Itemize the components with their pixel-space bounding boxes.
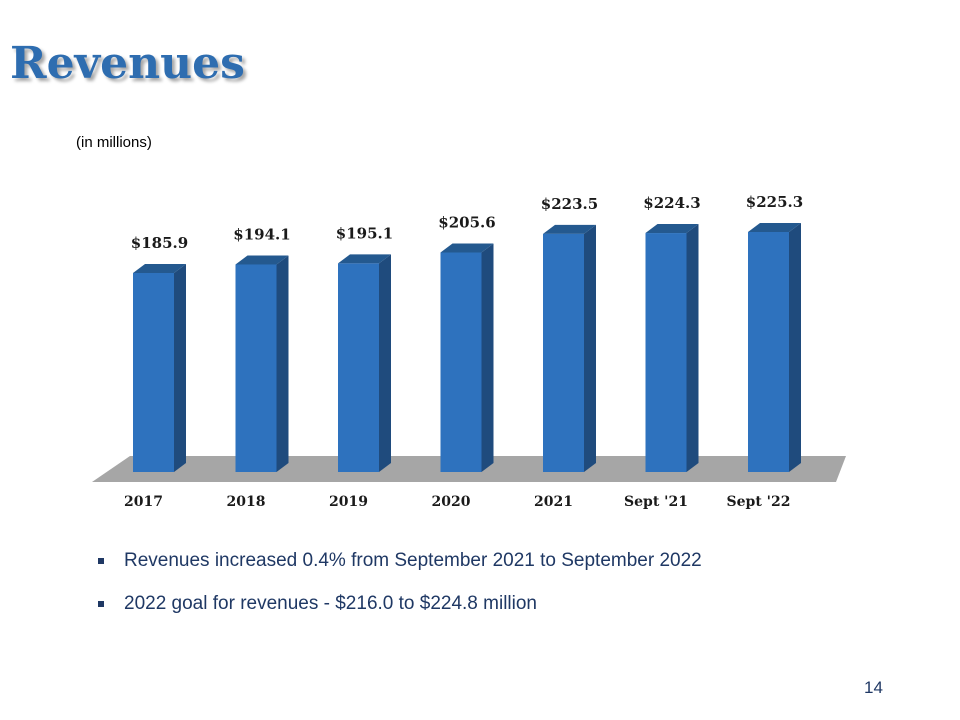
bullet-square-icon [98,601,104,607]
bar-front [543,233,584,472]
bar-side [686,224,699,472]
bar-top [645,224,699,234]
bullet-square-icon [98,558,104,564]
bar-top [133,264,186,273]
category-label: 2021 [534,494,573,510]
value-label: $185.9 [131,234,188,252]
slide-title: Revenues [10,38,245,89]
bar-side [276,255,289,472]
category-label: 2017 [124,494,163,510]
bar-1 [235,255,289,472]
bar-front [748,232,789,472]
bullet-item: Revenues increased 0.4% from September 2… [96,548,702,574]
bar-side [481,243,494,472]
bar-front [440,252,482,472]
bar-top [748,223,801,232]
revenue-bar-chart: $185.9 $194.1 $195.1 $205.6 $223.5 $224.3 $225… [92,193,846,510]
bar-front [338,263,379,472]
category-label: Sept '21 [624,494,688,510]
bar-4 [543,224,596,472]
bar-top [338,254,391,264]
value-label: $194.1 [233,225,290,243]
bullet-item: 2022 goal for revenues - $216.0 to $224.… [96,591,702,617]
bullet-text: 2022 goal for revenues - $216.0 to $224.… [124,593,537,614]
bar-front [133,273,174,472]
value-label: $223.5 [541,195,598,213]
value-label: $195.1 [336,224,393,242]
bar-side [379,254,391,472]
bullet-list: Revenues increased 0.4% from September 2… [96,548,702,634]
bar-side [584,224,596,472]
value-label: $225.3 [746,193,803,211]
category-labels-group: 2017 2018 2019 2020 2021 Sept '21 Sept '22 [124,494,790,510]
category-label: Sept '22 [727,494,791,510]
value-label: $224.3 [643,194,700,212]
bar-5 [645,224,699,472]
bar-0 [133,264,186,472]
value-label: $205.6 [438,214,495,232]
bar-top [543,224,596,234]
bars-group [133,223,801,472]
category-label: 2018 [227,494,266,510]
bar-top [235,255,289,265]
bar-side [789,223,801,472]
category-label: 2020 [432,494,471,510]
bar-front [645,233,687,472]
page-number: 14 [864,678,883,697]
unit-note: (in millions) [76,134,152,151]
value-labels-group: $185.9 $194.1 $195.1 $205.6 $223.5 $224.3 $225… [131,193,803,252]
bullet-text: Revenues increased 0.4% from September 2… [124,550,702,571]
category-label: 2019 [329,494,368,510]
bar-2 [338,254,391,472]
bar-3 [440,243,494,472]
bar-6 [748,223,801,472]
bar-side [174,264,186,472]
bar-front [235,264,277,472]
bar-top [440,243,494,253]
